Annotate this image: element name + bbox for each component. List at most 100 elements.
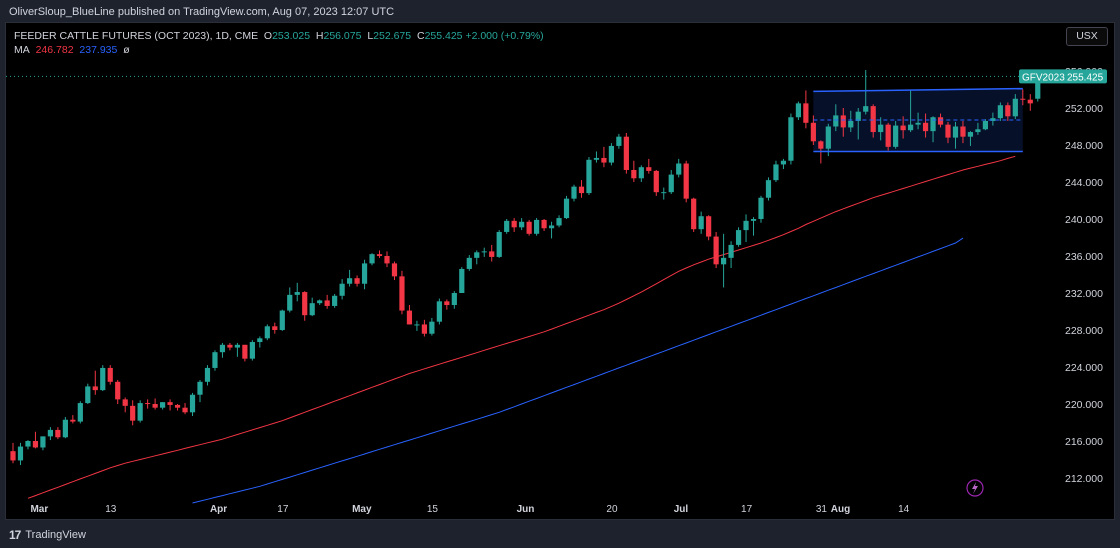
candle-body[interactable] — [444, 301, 450, 306]
candle-body[interactable] — [601, 157, 607, 163]
candle-body[interactable] — [631, 169, 637, 179]
candle-body[interactable] — [519, 221, 525, 228]
candle-body[interactable] — [130, 405, 136, 421]
candle-body[interactable] — [324, 300, 330, 306]
price-chart[interactable]: 212.000 216.000 220.000 224.000 228.000 232.0… — [6, 23, 1112, 517]
candle-body[interactable] — [556, 218, 562, 226]
candle-body[interactable] — [152, 404, 158, 408]
candle-body[interactable] — [833, 115, 839, 127]
chart-panel[interactable] — [5, 22, 1115, 520]
candle-body[interactable] — [62, 419, 68, 438]
ma-legend-row[interactable]: MA 246.782 237.935 ø — [14, 43, 544, 57]
candle-body[interactable] — [496, 231, 502, 257]
candle-body[interactable] — [825, 126, 831, 149]
candle-body[interactable] — [937, 117, 944, 125]
candle-body[interactable] — [429, 321, 435, 334]
candle-body[interactable] — [893, 125, 899, 147]
candle-body[interactable] — [578, 186, 585, 194]
candle-body[interactable] — [840, 115, 846, 128]
candle-body[interactable] — [122, 399, 128, 406]
candle-body[interactable] — [70, 419, 76, 422]
candle-body[interactable] — [526, 221, 532, 234]
candle-body[interactable] — [272, 326, 278, 330]
candle-body[interactable] — [137, 403, 143, 421]
candle-body[interactable] — [818, 141, 824, 149]
candle-body[interactable] — [406, 310, 413, 325]
candle-body[interactable] — [264, 326, 270, 339]
candle-body[interactable] — [878, 124, 884, 133]
candle-body[interactable] — [347, 278, 353, 284]
lightning-icon[interactable] — [966, 479, 984, 497]
candle-body[interactable] — [593, 157, 600, 160]
candle-body[interactable] — [25, 441, 31, 447]
candle-body[interactable] — [55, 429, 61, 438]
candle-body[interactable] — [608, 145, 614, 163]
candle-body[interactable] — [676, 163, 682, 175]
candle-body[interactable] — [908, 124, 914, 131]
candle-body[interactable] — [332, 295, 338, 306]
candle-body[interactable] — [997, 105, 1003, 119]
candle-body[interactable] — [541, 219, 547, 229]
candle-body[interactable] — [481, 251, 487, 253]
candle-body[interactable] — [40, 436, 46, 448]
candle-body[interactable] — [1012, 98, 1018, 117]
candle-body[interactable] — [361, 263, 368, 284]
candle-body[interactable] — [414, 324, 420, 326]
candle-body[interactable] — [302, 292, 308, 316]
candle-body[interactable] — [563, 198, 570, 219]
candle-body[interactable] — [399, 276, 405, 311]
candle-body[interactable] — [279, 310, 285, 330]
candle-body[interactable] — [511, 220, 517, 228]
candle-body[interactable] — [219, 344, 226, 353]
tradingview-logo[interactable]: 17 TradingView — [9, 522, 86, 548]
candle-body[interactable] — [436, 301, 442, 322]
candle-body[interactable] — [391, 263, 398, 277]
candle-body[interactable] — [743, 220, 749, 231]
candle-body[interactable] — [369, 254, 375, 264]
candle-body[interactable] — [474, 252, 480, 258]
candle-body[interactable] — [765, 180, 772, 198]
candle-body[interactable] — [100, 367, 106, 391]
candle-body[interactable] — [653, 170, 659, 193]
candle-body[interactable] — [1027, 99, 1033, 104]
candle-body[interactable] — [451, 293, 457, 306]
candle-body[interactable] — [182, 407, 188, 413]
candle-body[interactable] — [990, 118, 996, 121]
candle-body[interactable] — [952, 126, 959, 138]
candle-body[interactable] — [863, 106, 869, 112]
candle-body[interactable] — [10, 451, 16, 461]
candle-body[interactable] — [309, 303, 315, 316]
candle-body[interactable] — [967, 132, 974, 137]
candle-body[interactable] — [249, 342, 255, 359]
currency-button[interactable]: USX — [1066, 27, 1108, 46]
candle-body[interactable] — [197, 381, 203, 395]
candle-body[interactable] — [623, 136, 629, 170]
candle-body[interactable] — [721, 257, 727, 265]
candle-body[interactable] — [691, 198, 697, 230]
candle-body[interactable] — [107, 367, 113, 382]
candle-body[interactable] — [795, 103, 801, 118]
candle-body[interactable] — [661, 192, 667, 194]
candle-body[interactable] — [750, 219, 757, 221]
candle-body[interactable] — [489, 251, 495, 257]
candle-body[interactable] — [975, 129, 981, 133]
candle-body[interactable] — [616, 136, 622, 146]
candle-body[interactable] — [234, 344, 240, 348]
candle-body[interactable] — [504, 220, 510, 232]
candle-body[interactable] — [885, 124, 891, 147]
candle-body[interactable] — [900, 125, 906, 131]
candle-body[interactable] — [571, 186, 577, 199]
candle-body[interactable] — [534, 219, 540, 234]
candle-body[interactable] — [92, 386, 98, 391]
candle-body[interactable] — [317, 300, 323, 304]
candle-body[interactable] — [945, 124, 951, 138]
candle-body[interactable] — [339, 283, 345, 296]
candle-body[interactable] — [459, 268, 465, 293]
candle-body[interactable] — [982, 120, 988, 130]
candle-body[interactable] — [1005, 105, 1011, 117]
candle-body[interactable] — [922, 122, 929, 132]
candle-body[interactable] — [421, 324, 427, 334]
candle-body[interactable] — [773, 164, 779, 181]
candle-body[interactable] — [698, 216, 704, 230]
candle-body[interactable] — [77, 403, 83, 422]
